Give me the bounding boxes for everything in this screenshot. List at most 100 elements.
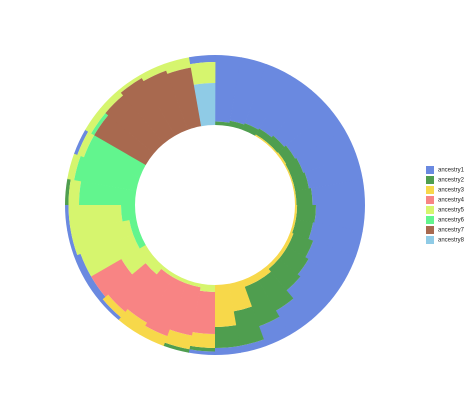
ancestry-segment (278, 246, 309, 275)
ancestry-segment (77, 131, 95, 158)
ancestry-segment (173, 274, 188, 284)
ancestry-segment (102, 294, 126, 318)
ancestry-segment (143, 70, 188, 136)
ancestry-segment (305, 240, 356, 281)
ancestry-segment (276, 152, 287, 166)
ancestry-segment (67, 153, 81, 181)
ancestry-segment (258, 316, 290, 347)
legend-label: ancestry7 (438, 228, 465, 234)
ancestry-segment (68, 179, 82, 205)
ancestry-segment (284, 232, 294, 247)
ancestry-segment (189, 345, 215, 352)
ancestry-segment (121, 204, 137, 222)
ancestry-segment (229, 57, 267, 125)
ancestry-segment (311, 178, 365, 206)
ancestry-segment (199, 283, 215, 292)
ancestry-segment (65, 178, 71, 205)
ancestry-segment (105, 95, 164, 154)
ancestry-segment (167, 67, 202, 130)
ancestry-segment (304, 153, 363, 189)
legend-swatch (426, 236, 434, 244)
ancestry-segment (214, 345, 242, 355)
legend-label: ancestry6 (438, 218, 465, 224)
ancestry-segment (161, 266, 175, 278)
ancestry-segment (163, 342, 190, 353)
ancestry-segment (293, 190, 297, 206)
ancestry-segment (67, 230, 78, 257)
ancestry-segment (145, 256, 164, 275)
ancestry-segment (290, 218, 296, 234)
ancestry-segment (266, 256, 279, 270)
ancestry-segment (90, 258, 133, 297)
ancestry-segment (215, 121, 230, 127)
ancestry-segment (118, 74, 143, 93)
legend-label: ancestry5 (438, 208, 465, 214)
ancestry-segment (140, 63, 167, 82)
ancestry-segment (290, 177, 296, 192)
ancestry-segment (267, 135, 285, 153)
ancestry-segment (293, 205, 298, 220)
ancestry-segment (80, 234, 140, 277)
ancestry-segment (99, 298, 121, 320)
ancestry-segment (286, 276, 330, 321)
ancestry-segment (190, 62, 216, 85)
ancestry-segment (189, 331, 215, 348)
ancestry-segment (188, 349, 215, 355)
ancestry-segment (121, 244, 154, 275)
ancestry-segment (214, 325, 240, 349)
ancestry-segment (107, 262, 157, 312)
legend-swatch (426, 176, 434, 184)
ancestry-segment (188, 55, 216, 65)
ancestry-segment (144, 277, 187, 337)
legend-swatch (426, 206, 434, 214)
ancestry-segment (291, 172, 309, 192)
ancestry-segment (163, 57, 192, 74)
ancestry-segment (65, 204, 71, 232)
ancestry-segment (74, 129, 89, 155)
ancestry-segment (83, 134, 146, 178)
ancestry-segment (228, 280, 252, 312)
ancestry-segment (287, 233, 314, 258)
legend-label: ancestry2 (438, 178, 465, 184)
ancestry-segment (164, 329, 192, 350)
ancestry-segment (73, 253, 92, 280)
legend-swatch (426, 226, 434, 234)
ancestry-segment (233, 306, 264, 346)
ancestry-segment (285, 108, 346, 159)
ancestry-segment (127, 268, 174, 323)
legend-label: ancestry4 (438, 198, 465, 204)
legend-swatch (426, 216, 434, 224)
ancestry-segment (292, 219, 314, 240)
ancestry-segment (295, 205, 316, 223)
ancestry-segment (244, 280, 280, 327)
ancestry-segment (129, 218, 140, 235)
ancestry-segment (255, 134, 268, 144)
ancestry-segment (91, 112, 109, 136)
ancestry-segment (242, 274, 259, 287)
ancestry-segment (139, 325, 168, 346)
ancestry-segment (295, 188, 313, 206)
ancestry-segment (268, 258, 301, 291)
ancestry-segment (308, 222, 363, 257)
ancestry-segment (74, 155, 140, 192)
ancestry-segment (296, 130, 357, 174)
ancestry-segment (244, 64, 291, 130)
ancestry-segment (118, 308, 147, 335)
ancestry-segment (285, 158, 304, 178)
legend-label: ancestry8 (438, 238, 465, 244)
ancestry-segment (277, 145, 296, 165)
ancestry-segment (84, 276, 106, 302)
ancestry-segment (100, 89, 124, 114)
legend-swatch (426, 196, 434, 204)
ancestry-segment (85, 108, 106, 134)
ancestry-segment (259, 75, 312, 138)
ancestry-segment (258, 271, 294, 311)
ancestry-segment (120, 77, 176, 144)
ancestry-segment (255, 128, 273, 143)
legend-swatch (426, 186, 434, 194)
ancestry-segment (214, 283, 237, 327)
ancestry-segment (297, 259, 345, 302)
legend-label: ancestry3 (438, 188, 465, 194)
legend-swatch (426, 166, 434, 174)
